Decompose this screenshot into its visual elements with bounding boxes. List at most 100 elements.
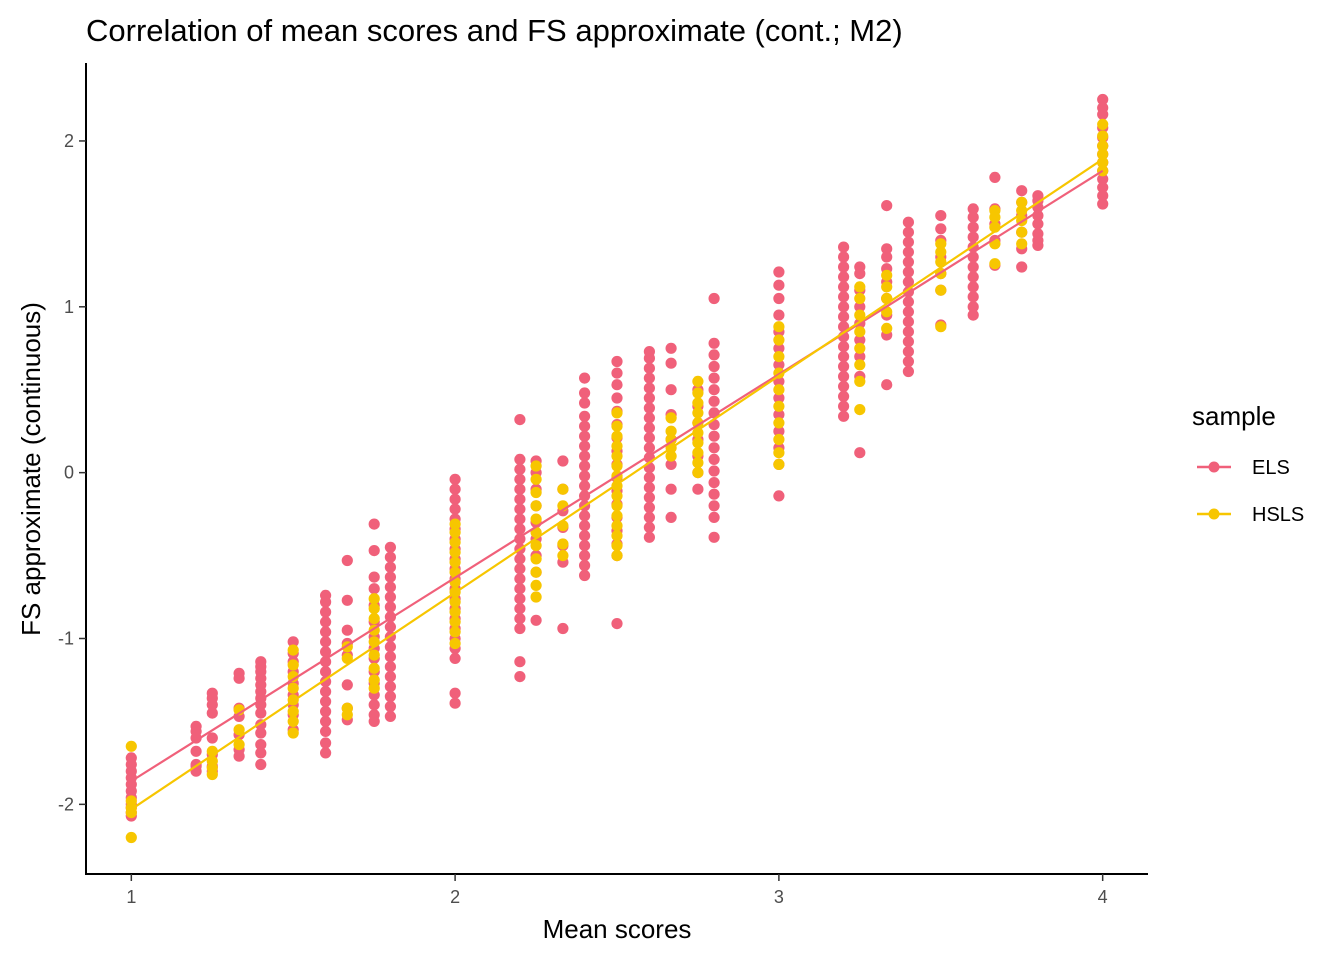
data-point	[902, 256, 915, 268]
data-point	[579, 440, 591, 452]
data-point	[665, 511, 677, 523]
data-point	[1016, 261, 1028, 273]
x-axis-ticks: 1 2 3 4	[126, 874, 1108, 907]
data-point	[384, 541, 396, 553]
data-point	[773, 384, 785, 396]
data-point	[838, 241, 850, 253]
data-point	[902, 306, 915, 318]
data-point	[854, 261, 866, 273]
data-point	[384, 681, 396, 693]
data-point	[708, 488, 720, 500]
data-point	[838, 291, 850, 303]
data-point	[611, 550, 623, 562]
data-point	[320, 666, 332, 678]
data-point	[692, 483, 704, 495]
data-point	[967, 271, 979, 283]
data-point	[902, 365, 915, 378]
data-point	[773, 351, 785, 363]
data-point	[579, 470, 591, 482]
data-point	[854, 342, 866, 354]
data-point	[1097, 190, 1109, 202]
x-tick-label: 2	[450, 887, 460, 907]
data-point	[530, 473, 542, 485]
data-point	[643, 491, 656, 504]
data-point	[643, 501, 656, 514]
data-point	[773, 266, 785, 278]
data-point	[449, 606, 461, 618]
data-point	[320, 737, 332, 749]
y-axis-ticks: -2 -1 0 1 2	[58, 131, 86, 814]
data-point	[838, 410, 850, 422]
data-point	[287, 705, 299, 718]
data-point	[190, 745, 202, 757]
data-point	[935, 238, 947, 250]
data-point	[902, 355, 915, 368]
data-point	[854, 404, 866, 416]
x-tick-label: 3	[774, 887, 784, 907]
data-point	[967, 203, 979, 215]
data-point	[838, 400, 850, 412]
data-point	[838, 251, 850, 263]
data-point	[449, 503, 461, 515]
data-point	[320, 686, 332, 698]
data-point	[514, 573, 526, 585]
data-point	[665, 433, 677, 446]
data-point	[611, 440, 623, 452]
data-point	[643, 362, 656, 374]
data-point	[838, 341, 850, 353]
data-point	[255, 758, 267, 771]
data-point	[838, 360, 850, 373]
data-point	[611, 450, 623, 462]
data-point	[255, 707, 267, 719]
data-point	[287, 659, 299, 671]
data-point	[692, 407, 704, 419]
data-point	[579, 550, 591, 562]
data-point	[368, 593, 380, 605]
data-point	[902, 336, 915, 348]
data-point	[579, 510, 591, 522]
data-point	[643, 531, 656, 543]
data-point	[773, 447, 785, 459]
data-point	[514, 414, 526, 426]
data-point	[368, 545, 380, 557]
data-point	[902, 326, 915, 338]
data-point	[557, 483, 569, 495]
data-point	[643, 392, 656, 404]
data-point	[967, 301, 979, 313]
data-point	[384, 661, 396, 673]
data-point	[341, 594, 353, 606]
data-point	[665, 425, 677, 437]
data-point	[643, 472, 656, 484]
data-point	[708, 511, 720, 523]
data-point	[665, 412, 677, 424]
y-tick-label: 1	[64, 297, 74, 317]
data-point	[967, 309, 979, 321]
data-point	[643, 482, 656, 494]
data-point	[692, 397, 704, 409]
data-point	[611, 460, 623, 472]
data-point	[708, 337, 720, 349]
data-point	[708, 292, 720, 305]
data-point	[1097, 148, 1109, 160]
data-point	[384, 621, 396, 633]
data-point	[854, 301, 866, 313]
data-point	[692, 447, 704, 459]
data-point	[1097, 102, 1109, 114]
data-point	[643, 346, 656, 358]
data-point	[449, 556, 461, 568]
data-point	[902, 296, 915, 308]
data-point	[611, 379, 623, 391]
data-point	[1032, 218, 1044, 230]
data-point	[967, 231, 979, 243]
data-point	[233, 739, 245, 751]
data-point	[611, 510, 623, 522]
data-point	[838, 390, 850, 402]
y-axis-title: FS approximate (continuous)	[16, 302, 46, 636]
fit-lines	[130, 158, 1104, 811]
data-point	[579, 397, 591, 409]
data-point	[854, 351, 866, 363]
data-point	[287, 636, 299, 648]
data-point	[287, 727, 299, 739]
data-point	[643, 442, 656, 454]
fit-line-els	[130, 169, 1104, 783]
